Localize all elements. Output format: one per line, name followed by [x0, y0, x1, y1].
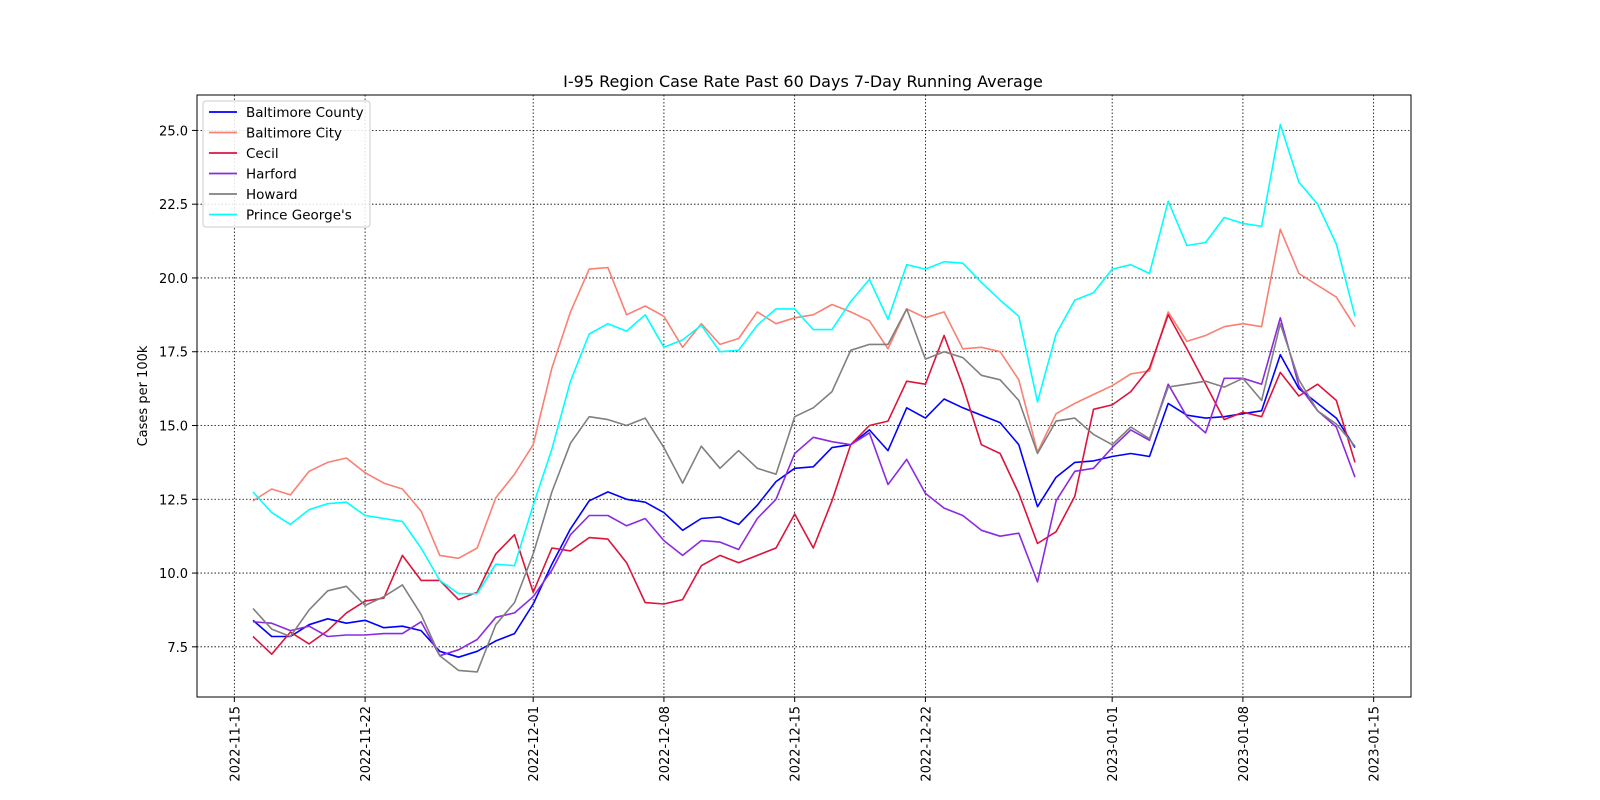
legend-box	[202, 100, 371, 228]
y-tick-label: 25.0	[159, 124, 188, 139]
legend-item-label: Howard	[246, 187, 298, 203]
series-line-cecil	[252, 313, 1356, 656]
x-tick-label: 2022-12-01	[527, 706, 542, 782]
x-tick-label: 2022-12-22	[919, 706, 934, 782]
y-tick-label: 17.5	[159, 346, 188, 361]
x-tick-label: 2022-11-22	[359, 706, 374, 782]
x-tick-label: 2022-12-15	[789, 706, 804, 782]
chart-title: I-95 Region Case Rate Past 60 Days 7-Day…	[563, 72, 1043, 91]
x-tick-label: 2023-01-15	[1368, 706, 1383, 782]
x-tick-label: 2023-01-01	[1106, 706, 1121, 782]
legend-item-label: Baltimore City	[246, 126, 342, 142]
x-tick-label: 2022-11-15	[228, 706, 243, 782]
y-tick-label: 12.5	[159, 493, 188, 508]
legend: Baltimore County Baltimore City Cecil Harfo…	[202, 100, 371, 228]
legend-item-label: Baltimore County	[246, 105, 364, 121]
plot-area-frame	[196, 94, 1412, 698]
y-axis-label: Cases per 100k	[136, 345, 151, 446]
y-tick-label: 22.5	[159, 198, 188, 213]
series-line-prince-george-s	[252, 123, 1356, 595]
legend-item-label: Cecil	[246, 146, 279, 162]
x-tick-label: 2022-12-08	[658, 706, 673, 782]
x-tick-label: 2023-01-08	[1237, 706, 1252, 782]
series-line-baltimore-city	[252, 228, 1356, 560]
grid	[197, 95, 1411, 697]
legend-item-label: Prince George's	[246, 208, 352, 224]
series-line-howard	[252, 308, 1356, 673]
x-axis: 2022-11-15 2022-11-22 2022-12-01 2022-12-08…	[228, 697, 1383, 782]
y-tick-label: 10.0	[159, 567, 188, 582]
legend-item-label: Harford	[246, 167, 297, 183]
y-axis: 7.5 10.0 12.5 15.0 17.5 20.0 22.5 25.0	[159, 124, 197, 656]
y-tick-label: 20.0	[159, 272, 188, 287]
y-tick-label: 15.0	[159, 420, 188, 435]
series-lines	[252, 123, 1356, 673]
y-tick-label: 7.5	[167, 641, 188, 656]
